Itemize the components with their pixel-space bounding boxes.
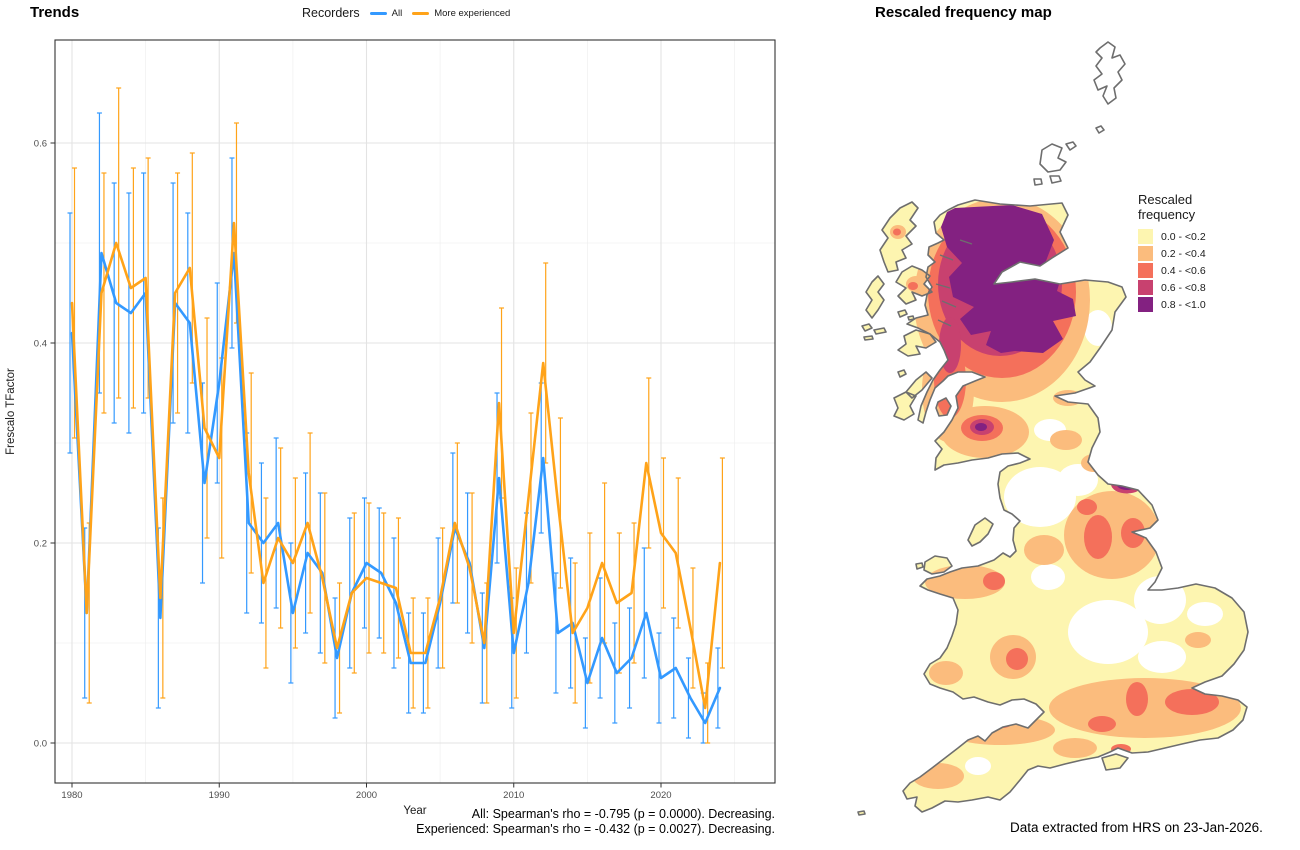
error-bars-all [67, 112, 721, 744]
x-tick-label: 2010 [503, 790, 524, 801]
gb-frequency-map [857, 41, 1249, 816]
map-legend-entry-2: 0.4 - <0.6 [1138, 263, 1206, 278]
caption-experienced: Experienced: Spearman's rho = -0.432 (p … [416, 822, 775, 836]
map-legend: Rescaled frequency 0.0 - <0.2 0.2 - <0.4 0.… [1138, 192, 1206, 314]
map-legend-entry-3: 0.6 - <0.8 [1138, 280, 1206, 295]
legend-item-label: More experienced [434, 7, 511, 19]
x-tick-label: 1980 [61, 790, 82, 801]
trends-legend-title: Recorders [302, 6, 360, 20]
map-title: Rescaled frequency map [875, 4, 1052, 21]
y-tick-label: 0.2 [34, 538, 47, 549]
error-bars-experienced [72, 87, 725, 744]
map-legend-swatch [1138, 246, 1153, 261]
legend-line-swatch [369, 11, 387, 15]
map-legend-title: Rescaled frequency [1138, 192, 1196, 222]
map-legend-label: 0.0 - <0.2 [1161, 230, 1206, 243]
map-legend-swatch [1138, 229, 1153, 244]
trend-line-all [70, 251, 722, 725]
map-legend-label: 0.2 - <0.4 [1161, 247, 1206, 260]
y-tick-label: 0.4 [34, 338, 47, 349]
y-axis-title: Frescalo TFactor [5, 368, 17, 455]
x-axis-title: Year [403, 805, 426, 817]
y-tick-label: 0.6 [34, 138, 47, 149]
trends-chart: 1980 1990 2000 2010 2020 0.0 0.2 0.4 0.6 Year Fres… [5, 39, 776, 817]
caption-all: All: Spearman's rho = -0.795 (p = 0.0000… [471, 807, 775, 821]
map-legend-label: 0.6 - <0.8 [1161, 281, 1206, 294]
map-legend-entry-0: 0.0 - <0.2 [1138, 229, 1206, 244]
trends-title: Trends [30, 4, 80, 21]
axis-ticks [50, 142, 662, 788]
trends-legend: Recorders All More experienced [302, 6, 510, 20]
coastline-outlines [857, 41, 1249, 816]
gridlines [55, 40, 775, 783]
legend-item-label: All [391, 7, 403, 19]
map-legend-swatch [1138, 297, 1153, 312]
loch-lines [935, 239, 973, 327]
x-tick-label: 2020 [650, 790, 671, 801]
map-legend-entry-1: 0.2 - <0.4 [1138, 246, 1206, 261]
trend-line-experienced [70, 221, 722, 710]
map-legend-label: 0.4 - <0.6 [1161, 264, 1206, 277]
legend-item-all: All [369, 7, 403, 19]
map-caption: Data extracted from HRS on 23-Jan-2026. [1010, 820, 1263, 835]
x-tick-label: 2000 [356, 790, 377, 801]
y-tick-label: 0.0 [34, 738, 47, 749]
x-tick-label: 1990 [209, 790, 230, 801]
map-legend-swatch [1138, 263, 1153, 278]
map-legend-label: 0.8 - <1.0 [1161, 298, 1206, 311]
trends-caption: All: Spearman's rho = -0.795 (p = 0.0000… [416, 807, 775, 837]
legend-line-swatch [412, 11, 430, 15]
map-legend-entry-4: 0.8 - <1.0 [1138, 297, 1206, 312]
tick-labels: 1980 1990 2000 2010 2020 0.0 0.2 0.4 0.6 [34, 138, 672, 801]
panel-border [54, 39, 776, 784]
map-legend-swatch [1138, 280, 1153, 295]
legend-item-experienced: More experienced [412, 8, 510, 19]
